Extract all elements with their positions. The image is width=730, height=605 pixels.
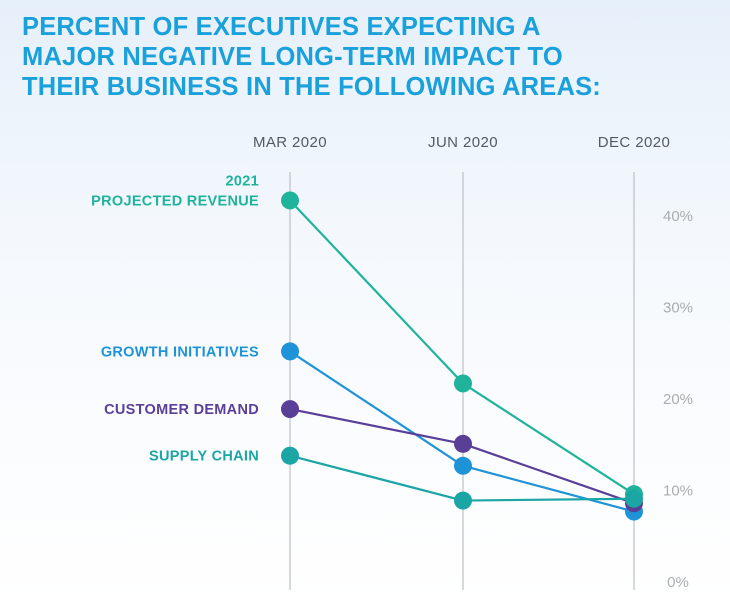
x-tick-jun-2020: JUN 2020: [428, 134, 498, 151]
y-tick-0: 0%: [667, 574, 689, 591]
point-2021-projected-revenue-mar-2020: [281, 191, 299, 210]
y-tick-40: 40%: [663, 208, 693, 225]
x-axis-ticks: MAR 2020 JUN 2020 DEC 2020: [253, 134, 670, 151]
series-label-customer-demand: CUSTOMER DEMAND: [104, 402, 259, 418]
point-supply-chain-mar-2020: [281, 446, 299, 465]
y-axis-ticks: 0% 10% 20% 30% 40%: [663, 208, 693, 591]
y-tick-20: 20%: [663, 391, 693, 408]
point-customer-demand-mar-2020: [281, 400, 299, 419]
point-supply-chain-jun-2020: [454, 491, 472, 510]
point-growth-initiatives-jun-2020: [454, 456, 472, 475]
y-tick-30: 30%: [663, 300, 693, 317]
series-label-supply-chain: SUPPLY CHAIN: [149, 449, 259, 465]
point-2021-projected-revenue-jun-2020: [454, 374, 472, 393]
series-points: [281, 191, 643, 521]
chart-title-line-1: PERCENT OF EXECUTIVES EXPECTING A: [22, 13, 541, 41]
series-label-2021-projected-revenue-line-1: 2021: [226, 173, 259, 189]
point-supply-chain-dec-2020: [625, 489, 643, 508]
x-tick-mar-2020: MAR 2020: [253, 134, 327, 151]
chart-title-line-2: MAJOR NEGATIVE LONG-TERM IMPACT TO: [22, 43, 563, 71]
series-labels: 2021 PROJECTED REVENUE GROWTH INITIATIVES C…: [91, 173, 259, 464]
series-label-growth-initiatives: GROWTH INITIATIVES: [101, 344, 259, 360]
y-tick-10: 10%: [663, 483, 693, 500]
series-label-2021-projected-revenue-line-2: PROJECTED REVENUE: [91, 193, 259, 209]
point-growth-initiatives-mar-2020: [281, 342, 299, 361]
chart-title-line-3: THEIR BUSINESS IN THE FOLLOWING AREAS:: [22, 73, 601, 101]
chart-title: PERCENT OF EXECUTIVES EXPECTING A MAJOR …: [22, 12, 722, 102]
point-customer-demand-jun-2020: [454, 434, 472, 453]
series-line-customer-demand: [289, 407, 635, 505]
x-tick-dec-2020: DEC 2020: [598, 134, 670, 151]
